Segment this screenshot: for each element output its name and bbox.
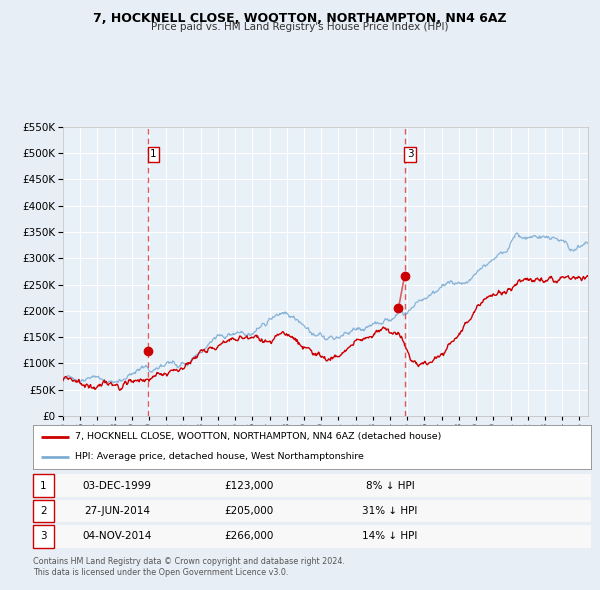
Text: This data is licensed under the Open Government Licence v3.0.: This data is licensed under the Open Gov… — [33, 568, 289, 577]
Text: 2: 2 — [40, 506, 47, 516]
Text: Price paid vs. HM Land Registry's House Price Index (HPI): Price paid vs. HM Land Registry's House … — [151, 22, 449, 32]
Text: 04-NOV-2014: 04-NOV-2014 — [82, 532, 152, 541]
Text: Contains HM Land Registry data © Crown copyright and database right 2024.: Contains HM Land Registry data © Crown c… — [33, 558, 345, 566]
Text: 3: 3 — [40, 532, 47, 541]
Text: 7, HOCKNELL CLOSE, WOOTTON, NORTHAMPTON, NN4 6AZ (detached house): 7, HOCKNELL CLOSE, WOOTTON, NORTHAMPTON,… — [75, 432, 441, 441]
Text: £123,000: £123,000 — [224, 481, 274, 490]
Text: £266,000: £266,000 — [224, 532, 274, 541]
Text: 1: 1 — [150, 149, 157, 159]
Text: 03-DEC-1999: 03-DEC-1999 — [83, 481, 151, 490]
Text: HPI: Average price, detached house, West Northamptonshire: HPI: Average price, detached house, West… — [75, 452, 364, 461]
Text: 8% ↓ HPI: 8% ↓ HPI — [365, 481, 415, 490]
Text: 7, HOCKNELL CLOSE, WOOTTON, NORTHAMPTON, NN4 6AZ: 7, HOCKNELL CLOSE, WOOTTON, NORTHAMPTON,… — [93, 12, 507, 25]
Text: £205,000: £205,000 — [224, 506, 274, 516]
Text: 14% ↓ HPI: 14% ↓ HPI — [362, 532, 418, 541]
Text: 3: 3 — [407, 149, 414, 159]
Text: 27-JUN-2014: 27-JUN-2014 — [84, 506, 150, 516]
Text: 31% ↓ HPI: 31% ↓ HPI — [362, 506, 418, 516]
Text: 1: 1 — [40, 481, 47, 490]
